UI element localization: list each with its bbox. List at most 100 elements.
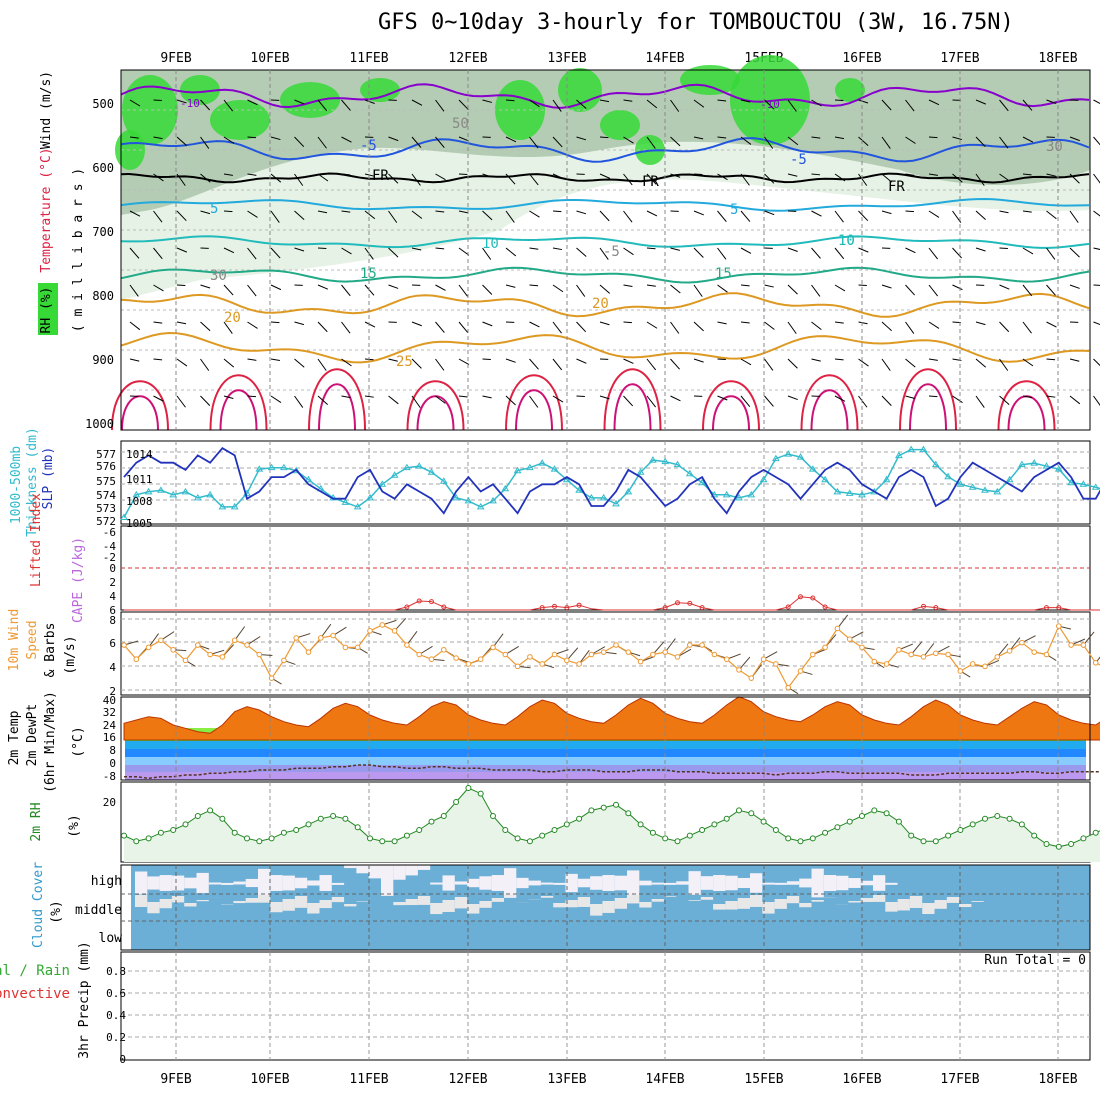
cloud-middle <box>331 897 345 903</box>
rh2m-point <box>1092 829 1099 836</box>
cloud-middle <box>700 897 714 900</box>
wind-barb <box>858 321 868 325</box>
wind-barb <box>552 247 563 251</box>
wind-barb <box>247 173 257 176</box>
date-label-bottom: 11FEB <box>349 1072 388 1087</box>
cloud-middle <box>233 901 246 904</box>
temp-tick: 0 <box>109 757 116 770</box>
cloud-high <box>221 882 234 885</box>
wind-barb <box>552 358 563 371</box>
cloud-middle <box>934 900 947 909</box>
temp-contour <box>120 266 1090 284</box>
thickness-point <box>206 490 214 498</box>
wind-speed-point <box>588 651 595 658</box>
thickness-point <box>169 490 178 498</box>
wind-barb <box>693 247 704 258</box>
wind-barb <box>811 358 821 362</box>
lifted-index-point <box>441 604 447 610</box>
wind-barb <box>905 210 914 213</box>
wind-barb <box>623 99 633 102</box>
wind-barb <box>234 626 246 641</box>
wind-speed-point <box>871 658 878 665</box>
cloud-middle <box>430 903 443 915</box>
cloud-high <box>147 876 160 890</box>
contour-label: 15 <box>715 266 732 282</box>
wind-tick: 4 <box>109 661 116 674</box>
thickness-point <box>944 472 952 480</box>
cloud-high <box>430 882 443 885</box>
cloud-middle <box>159 899 172 909</box>
cloud-high <box>159 875 172 891</box>
cloud-middle <box>405 899 418 906</box>
rh2m-point <box>133 838 140 845</box>
wind-barb <box>176 395 186 408</box>
wind-speed-point <box>231 637 238 644</box>
wind-barb <box>811 99 822 107</box>
wind-barb <box>270 210 280 223</box>
wind-barb <box>1009 637 1021 652</box>
wind-speed-point <box>342 644 349 651</box>
wind-speed-point <box>760 656 767 663</box>
wind-barb <box>529 99 540 108</box>
contour-label: 30 <box>1046 139 1063 155</box>
wind-barb <box>388 247 399 258</box>
cloud-middle <box>909 896 923 908</box>
cloud-middle <box>725 901 738 910</box>
rh2m-point <box>957 827 964 833</box>
wind-barb <box>764 321 775 330</box>
rh2m-point <box>330 813 337 819</box>
wind-barb <box>646 284 656 287</box>
thickness-point <box>772 454 780 462</box>
cloud-middle <box>663 896 677 897</box>
wind-barb <box>717 99 727 102</box>
cloud-high <box>651 882 664 885</box>
rh2m-point <box>945 832 952 839</box>
li-tick: -6 <box>103 526 116 539</box>
thickness-point <box>575 486 583 493</box>
cloud-high <box>442 875 455 891</box>
wind-barb <box>200 136 210 149</box>
thickness-point <box>636 468 645 475</box>
rh2m-point <box>699 827 706 833</box>
date-label-bottom: 10FEB <box>250 1072 289 1087</box>
cloud-middle <box>294 896 308 908</box>
rh2m-point <box>625 810 632 817</box>
wind-tick: 2 <box>109 685 116 698</box>
rh2m-point <box>182 821 189 828</box>
thickness-point <box>366 493 374 501</box>
wind-barb <box>576 358 587 364</box>
wind-barb <box>129 247 140 259</box>
cloud-high <box>393 865 406 880</box>
wind-barb <box>411 136 422 148</box>
cloud-middle <box>344 904 357 907</box>
rh2m-point <box>342 815 349 822</box>
wind-barb <box>881 395 892 406</box>
wind-speed-point <box>785 684 792 691</box>
date-label-top: 11FEB <box>349 51 388 66</box>
wind-barb <box>1046 210 1057 220</box>
wind-barb <box>223 395 234 400</box>
lifted-index-line <box>124 596 1100 611</box>
wind-barb <box>999 321 1010 333</box>
rh-legend-swatch <box>38 283 58 335</box>
lifted-index-point <box>699 605 705 611</box>
wind-barb <box>1046 358 1056 361</box>
cloud-middle <box>627 895 640 904</box>
chart-title: GFS 0~10day 3-hourly for TOMBOUCTOU (3W,… <box>378 10 1014 35</box>
temp-contour-surface <box>121 395 159 431</box>
thickness-point <box>341 498 350 505</box>
date-label-bottom: 9FEB <box>160 1072 191 1087</box>
wind-barb <box>646 210 658 217</box>
wind-barb <box>492 633 504 648</box>
panel-temp2m <box>120 696 1100 781</box>
slp-line <box>123 447 1100 515</box>
rh-blob <box>180 75 220 105</box>
contour-label: -5 <box>360 138 377 154</box>
cloud-middle <box>651 899 664 902</box>
rh2m-point <box>1068 841 1075 847</box>
wind-barb <box>999 173 1010 182</box>
wind-barb <box>176 136 187 146</box>
wind-speed-point <box>637 658 644 665</box>
contour-label: 10 <box>482 236 499 252</box>
cloud-high <box>639 880 652 886</box>
